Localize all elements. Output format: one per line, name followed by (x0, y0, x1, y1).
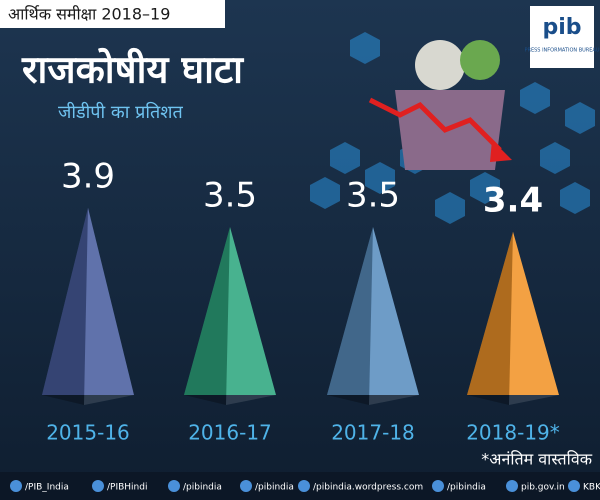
pyramid-highlight (509, 231, 559, 405)
category-label: 2018-19* (466, 421, 560, 445)
category-label: 2015-16 (46, 421, 130, 445)
category-label: 2016-17 (188, 421, 272, 445)
value-label: 3.5 (203, 176, 257, 216)
pyramid-shade (184, 227, 230, 405)
footer-handle: /pibindia.wordpress.com (313, 483, 423, 493)
footer-icon (432, 480, 444, 492)
value-label: 3.9 (61, 156, 115, 196)
footer-icon (92, 480, 104, 492)
pyramid (467, 231, 559, 395)
pyramid (327, 227, 419, 395)
footer-handle: /pibindia (447, 483, 486, 493)
pyramid-highlight (84, 207, 134, 405)
basket-illustration (368, 40, 512, 170)
footer-handle: /pibindia (183, 483, 222, 493)
logo-box (530, 6, 594, 68)
value-label: 3.5 (346, 176, 400, 216)
pyramid-highlight (226, 227, 276, 405)
footer-icon (168, 480, 180, 492)
chart-subtitle: जीडीपी का प्रतिशत (58, 101, 184, 123)
pyramid-shade (467, 231, 513, 405)
logo-name: pib (542, 15, 581, 40)
header-box (0, 0, 225, 28)
footer-icon (298, 480, 310, 492)
footer-handle: /pibindia (255, 483, 294, 493)
pyramid (184, 227, 276, 395)
footer-handle: /PIBHindi (107, 483, 147, 493)
category-label: 2017-18 (331, 421, 415, 445)
pyramid (42, 207, 134, 395)
footer-handle: /PIB_India (25, 483, 69, 493)
pyramid-shade (42, 207, 88, 405)
value-label: 3.4 (483, 180, 543, 220)
footer-icon (240, 480, 252, 492)
pyramid-shade (327, 227, 373, 405)
footer-handle: pib.gov.in (521, 483, 565, 493)
pyramid-highlight (369, 227, 419, 405)
note: *अनंतिम वास्तविक (481, 450, 592, 469)
logo-subtitle: PRESS INFORMATION BUREAU (524, 48, 599, 54)
footer-icon (10, 480, 22, 492)
header: आर्थिक समीक्षा 2018–19 (8, 5, 170, 24)
footer-handle: KBK (583, 483, 600, 493)
hexagon-decor (310, 32, 595, 224)
footer-icon (506, 480, 518, 492)
footer-icon (568, 480, 580, 492)
chart-title: राजकोषीय घाटा (21, 48, 244, 92)
